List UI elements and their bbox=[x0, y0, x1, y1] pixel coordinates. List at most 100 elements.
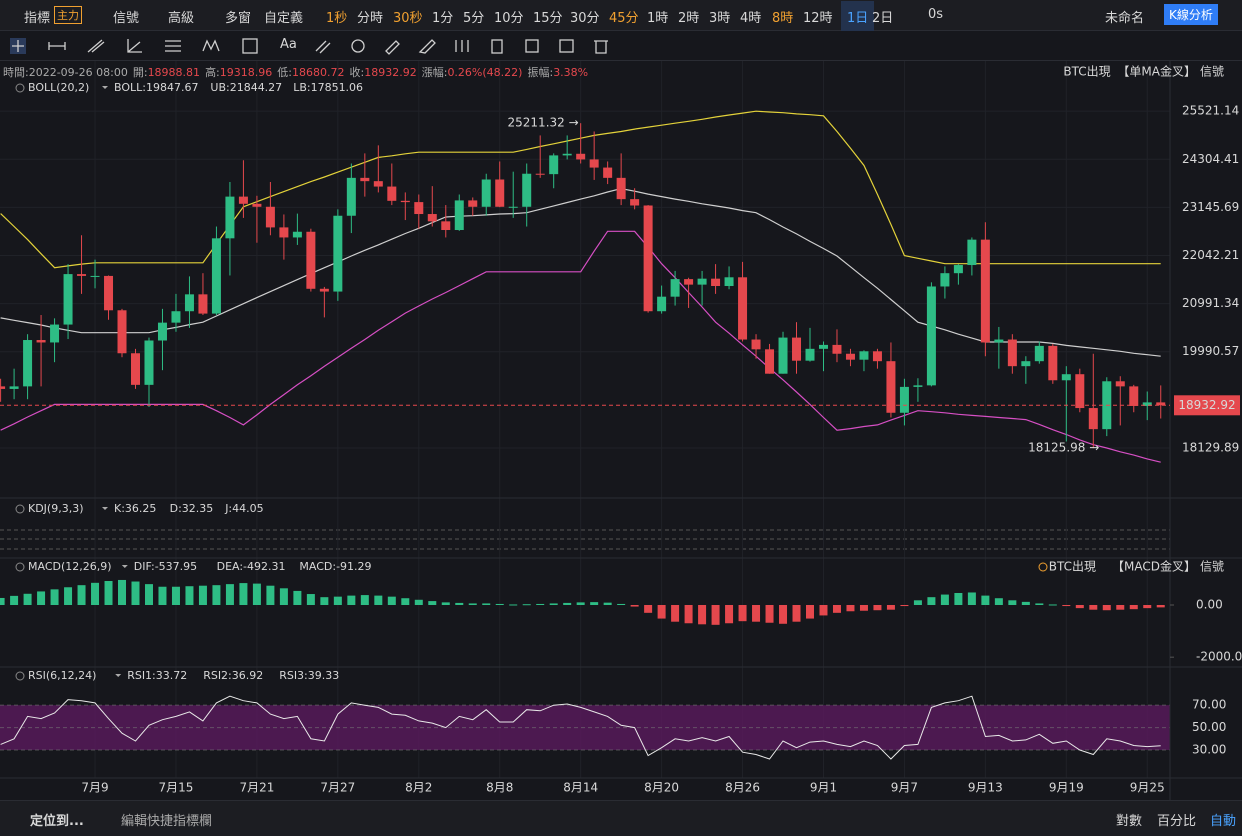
macd-bar bbox=[158, 586, 167, 605]
icon[interactable] bbox=[559, 39, 574, 53]
plot-area bbox=[0, 60, 1170, 778]
chart: 7月9 7月15 7月21 7月27 8月2 8月8 8月14 8月20 8月26 9月1 9月7 9… bbox=[0, 60, 1242, 800]
toolbar-item[interactable]: 3時 bbox=[709, 11, 731, 26]
toolbar-item[interactable]: 30秒 bbox=[393, 11, 423, 26]
icon[interactable] bbox=[165, 40, 181, 52]
toolbar-item[interactable]: 1時 bbox=[647, 11, 669, 26]
macd-bar bbox=[617, 603, 626, 605]
indicator-name: MACD(12,26,9) bbox=[28, 560, 112, 573]
macd-bar bbox=[468, 603, 477, 605]
toolbar-item[interactable]: 分時 bbox=[357, 11, 384, 26]
macd-bar bbox=[185, 586, 194, 605]
icon[interactable] bbox=[385, 40, 400, 55]
locate-button[interactable]: 定位到... bbox=[30, 814, 84, 829]
icon[interactable] bbox=[351, 39, 365, 53]
icon[interactable] bbox=[12, 40, 24, 52]
macd-bar bbox=[293, 590, 302, 605]
high-annotation: 25211.32 → bbox=[508, 116, 579, 130]
x-tick-label: 9月13 bbox=[968, 781, 1003, 795]
candle-body bbox=[292, 231, 302, 238]
candle-body bbox=[414, 202, 424, 215]
macd-bar bbox=[522, 604, 531, 606]
toolbar-item[interactable]: 8時 bbox=[772, 11, 794, 26]
edit-indicators[interactable]: 編輯快捷指標欄 bbox=[121, 814, 213, 829]
icon[interactable] bbox=[127, 39, 142, 53]
low-annotation: 18125.98 → bbox=[1028, 441, 1099, 455]
toolbar-item[interactable]: 高級 bbox=[168, 11, 195, 26]
legend-entry: MACD:-91.29 bbox=[299, 560, 371, 573]
toolbar-item[interactable]: 自定義 bbox=[264, 11, 304, 26]
x-tick-label: 8月8 bbox=[486, 781, 513, 795]
toolbar-item[interactable]: 12時 bbox=[803, 11, 833, 26]
macd-bar bbox=[1008, 600, 1017, 605]
candle-body bbox=[616, 177, 626, 200]
icon[interactable] bbox=[455, 40, 469, 52]
scale-option[interactable]: 對數 bbox=[1116, 814, 1143, 829]
macd-bar bbox=[198, 585, 207, 605]
info-label: 低: bbox=[277, 66, 292, 79]
macd-bar bbox=[698, 605, 707, 625]
toolbar-item[interactable]: 30分 bbox=[570, 11, 600, 26]
scale-option[interactable]: 自動 bbox=[1210, 814, 1237, 829]
toolbar-item[interactable]: 10分 bbox=[494, 11, 524, 26]
macd-bar bbox=[401, 598, 410, 605]
icon[interactable] bbox=[594, 40, 608, 54]
toolbar-item[interactable]: 2時 bbox=[678, 11, 700, 26]
toolbar-item[interactable]: 1秒 bbox=[326, 11, 348, 26]
candle-body bbox=[1156, 402, 1166, 406]
icon[interactable] bbox=[242, 38, 258, 54]
candle-body bbox=[441, 221, 451, 231]
toolbar-item[interactable]: 1分 bbox=[432, 11, 454, 26]
macd-bar bbox=[994, 598, 1003, 605]
icon[interactable] bbox=[491, 39, 503, 54]
text-tool[interactable]: Aa bbox=[280, 37, 297, 52]
toolbar-item[interactable]: 45分 bbox=[609, 11, 639, 26]
toolbar-item[interactable]: 15分 bbox=[533, 11, 563, 26]
candle-body bbox=[400, 200, 410, 203]
macd-bar bbox=[252, 583, 261, 605]
signal-text: 信號 bbox=[1200, 65, 1224, 79]
candle-body bbox=[926, 286, 936, 386]
macd-bar bbox=[859, 605, 868, 611]
y-tick-label: 18129.89 bbox=[1182, 440, 1239, 454]
macd-bar bbox=[752, 605, 761, 622]
toolbar-item[interactable]: 指標 bbox=[24, 11, 51, 26]
candle-body bbox=[77, 274, 87, 276]
icon[interactable] bbox=[87, 39, 105, 53]
toolbar-item[interactable]: 0s bbox=[928, 7, 944, 22]
icon[interactable] bbox=[315, 40, 331, 54]
toolbar-item[interactable]: 2日 bbox=[872, 11, 894, 26]
toolbar-item[interactable]: 信號 bbox=[113, 11, 140, 26]
macd-bar bbox=[738, 605, 747, 622]
candle-body bbox=[63, 274, 73, 325]
macd-bar bbox=[225, 584, 234, 605]
toolbar-item[interactable]: 4時 bbox=[740, 11, 762, 26]
signal-text: 【单MA金叉】 bbox=[1117, 64, 1196, 79]
macd-bar bbox=[927, 597, 936, 605]
candle-body bbox=[454, 200, 464, 231]
bottom-bar: 定位到... 編輯快捷指標欄 對數 百分比 自動 bbox=[0, 800, 1242, 836]
macd-bar bbox=[644, 605, 653, 613]
macd-bar bbox=[279, 588, 288, 605]
macd-bar bbox=[779, 605, 788, 624]
icon[interactable] bbox=[202, 39, 220, 52]
toolbar-item[interactable]: 5分 bbox=[463, 11, 485, 26]
icon[interactable] bbox=[525, 39, 539, 53]
candle-body bbox=[387, 186, 397, 201]
icon[interactable] bbox=[48, 42, 66, 50]
macd-bar bbox=[1116, 605, 1125, 610]
candle-body bbox=[265, 206, 275, 228]
toolbar-item[interactable]: 未命名 bbox=[1105, 11, 1145, 26]
toolbar-item[interactable]: 主力 bbox=[54, 6, 82, 24]
toolbar-item[interactable]: K線分析 bbox=[1164, 4, 1218, 25]
icon[interactable] bbox=[418, 39, 436, 54]
macd-bar bbox=[104, 581, 113, 605]
info-value: 18680.72 bbox=[292, 66, 345, 79]
scale-option[interactable]: 百分比 bbox=[1157, 814, 1197, 829]
toolbar-item[interactable]: 1日 bbox=[841, 1, 875, 32]
indicator-name: RSI(6,12,24) bbox=[28, 669, 96, 682]
candle-body bbox=[697, 278, 707, 285]
y-tick-label: 19990.57 bbox=[1182, 344, 1239, 358]
toolbar-item[interactable]: 多窗 bbox=[225, 11, 252, 26]
